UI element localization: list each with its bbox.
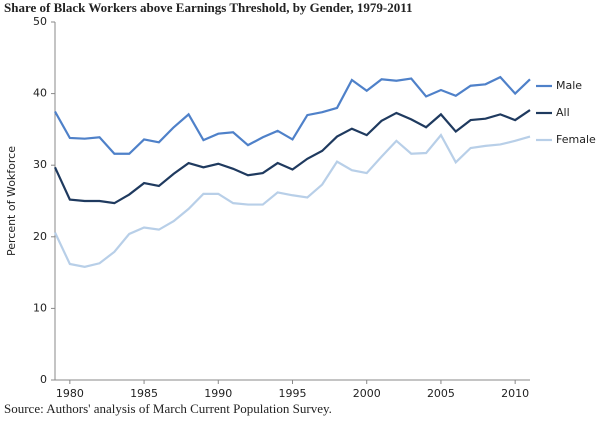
- legend-label: Female: [556, 133, 596, 146]
- y-tick-label: 20: [33, 230, 47, 243]
- y-tick-label: 40: [33, 87, 47, 100]
- line-0: [54, 75, 531, 155]
- source: Source: Authors' analysis of March Curre…: [4, 401, 332, 416]
- x-tick-label: 2005: [427, 387, 455, 400]
- y-tick-label: 10: [33, 301, 47, 314]
- x-tick-label: 1985: [130, 387, 158, 400]
- legend-label: Male: [556, 79, 582, 92]
- y-tick-label: 30: [33, 158, 47, 171]
- x-tick-label: 1995: [279, 387, 307, 400]
- x-tick-label: 2010: [501, 387, 529, 400]
- y-tick-label: 50: [33, 15, 47, 28]
- y-tick-label: 0: [40, 373, 47, 386]
- chart-title: Share of Black Workers above Earnings Th…: [4, 0, 412, 15]
- y-axis-label: Percent of Wokforce: [5, 146, 18, 256]
- line-2: [54, 133, 531, 268]
- x-tick-label: 1990: [204, 387, 232, 400]
- x-tick-label: 1980: [56, 387, 84, 400]
- x-tick-label: 2000: [353, 387, 381, 400]
- line-1: [54, 109, 531, 205]
- legend-label: All: [556, 106, 570, 119]
